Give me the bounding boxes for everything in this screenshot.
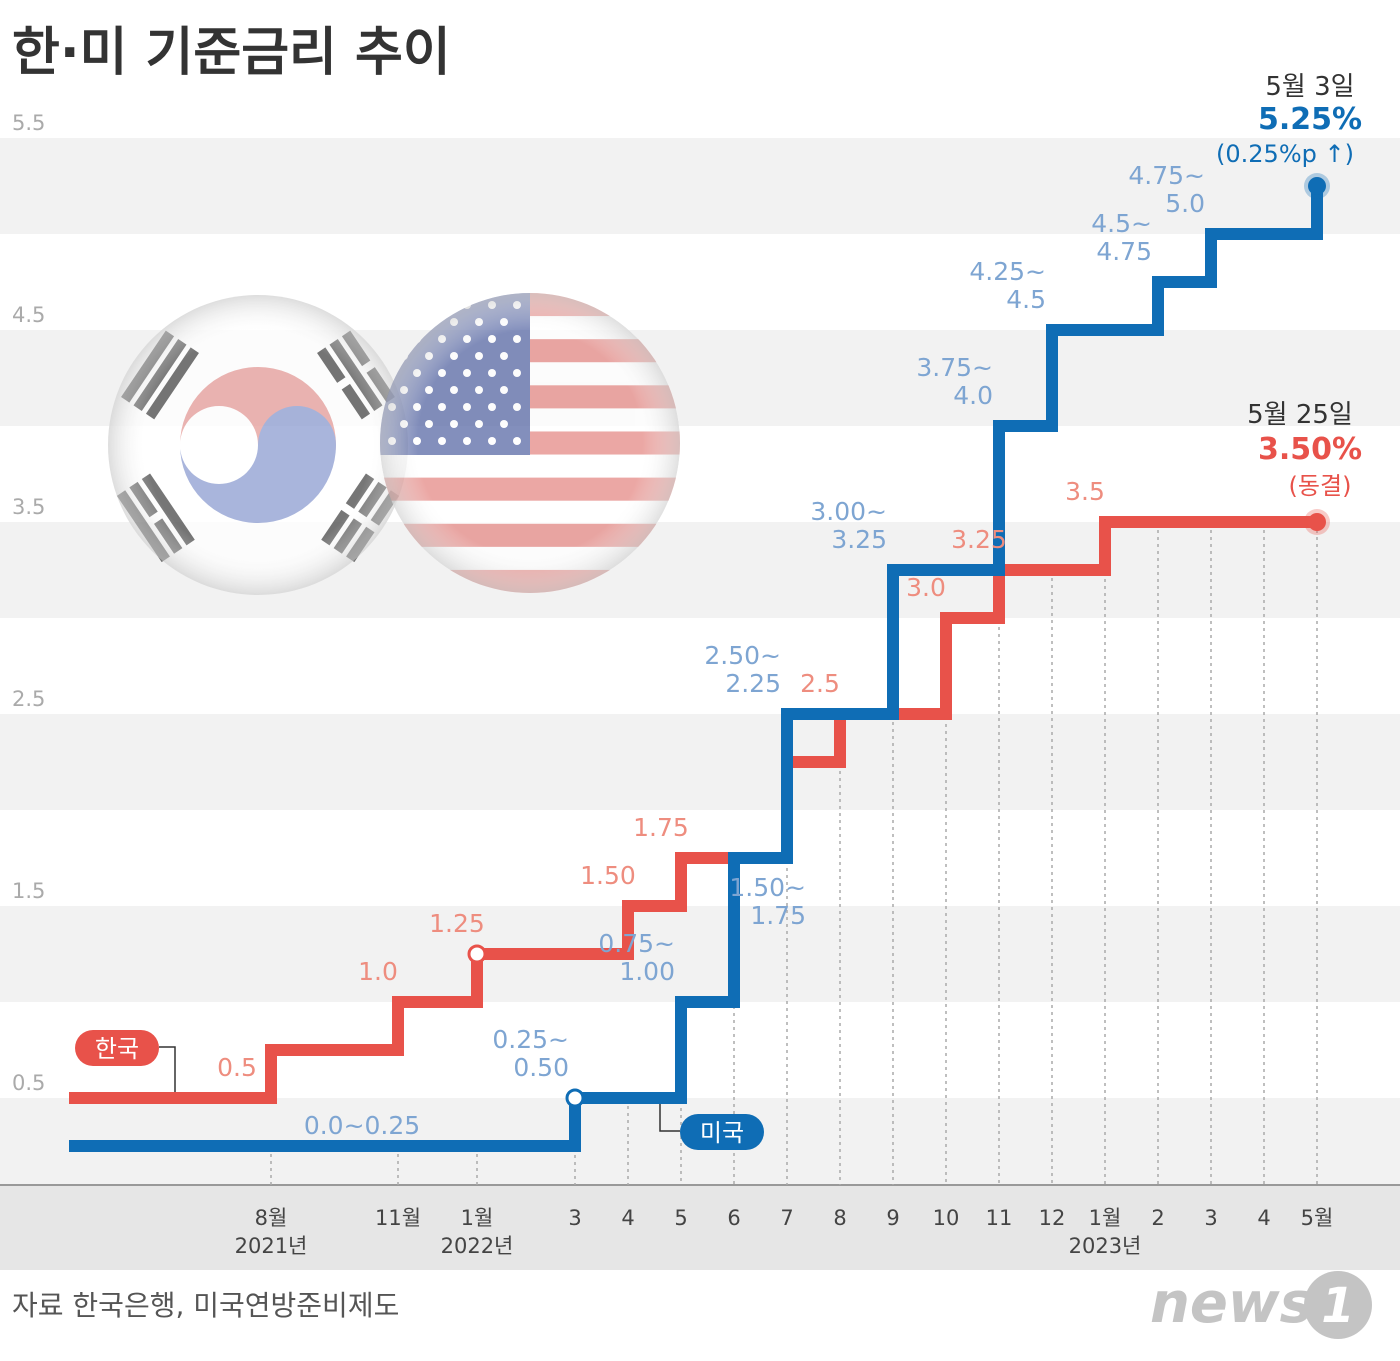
step-segment [622, 900, 687, 960]
value-label: 1.0 [358, 957, 398, 986]
value-label: 0.75~ 1.00 [598, 929, 675, 986]
x-tick-label: 8월 2021년 [235, 1206, 308, 1258]
value-label: 3.00~ 3.25 [810, 497, 887, 554]
step-segment [265, 1044, 404, 1104]
value-label: 4.25~ 4.5 [969, 257, 1046, 314]
x-tick-label: 4 [1257, 1206, 1270, 1230]
step-segment [1152, 276, 1217, 336]
legend-label: 미국 [700, 1119, 744, 1147]
grid-band [0, 138, 1400, 234]
step-segment [887, 564, 952, 720]
value-label: 3.5 [1065, 477, 1105, 506]
step-segment [1205, 228, 1270, 288]
grid-band [0, 906, 1400, 1002]
value-label: 5.25% [1258, 102, 1362, 137]
value-label: 0.25~ 0.50 [492, 1025, 569, 1082]
step-segment [1099, 516, 1164, 576]
value-label: 0.0~0.25 [304, 1111, 420, 1140]
annotation: 5월 3일 [1265, 72, 1354, 102]
annotation: (동결) [1289, 472, 1352, 500]
x-tick-label: 5 [674, 1206, 687, 1230]
legend-pill [680, 1114, 764, 1150]
value-label: 0.5 [217, 1053, 257, 1082]
value-label: 3.0 [906, 573, 946, 602]
value-label: 3.25 [951, 525, 1007, 554]
korea-flag [108, 295, 408, 595]
y-tick-label: 3.5 [12, 495, 45, 519]
step-segment [392, 996, 483, 1056]
x-tick-label: 12 [1039, 1206, 1066, 1230]
point-marker [565, 1088, 585, 1108]
x-tick-label: 9 [886, 1206, 899, 1230]
logo-text: news [1150, 1271, 1313, 1336]
x-tick-label: 5월 [1301, 1206, 1334, 1230]
logo-circle [1304, 1271, 1372, 1339]
x-tick-label: 1월 2022년 [441, 1206, 514, 1258]
value-label: 1.25 [429, 909, 485, 938]
y-tick-label: 5.5 [12, 111, 45, 135]
x-tick-label: 2 [1151, 1206, 1164, 1230]
step-segment [675, 996, 740, 1104]
legend-label: 한국 [95, 1035, 139, 1063]
y-tick-label: 4.5 [12, 303, 45, 327]
plot: 8월 2021년 11월 1월 2022년 3 4 5 6 7 8 9 10 11 12 1월 2023년 2 3 4… [69, 72, 1362, 1258]
value-label: 3.75~ 4.0 [916, 353, 993, 410]
step-segment [675, 852, 740, 912]
value-label: 1.50 [580, 861, 636, 890]
x-tick-label: 3 [568, 1206, 581, 1230]
value-label: 4.5~ 4.75 [1091, 209, 1152, 266]
value-label: 1.75 [633, 813, 689, 842]
value-label: 4.75~ 5.0 [1128, 161, 1205, 218]
legend-connector [159, 1046, 176, 1092]
us-flag [380, 293, 680, 593]
chart-title: 한·미 기준금리 추이 [12, 23, 451, 83]
source: 자료 한국은행, 미국연방준비제도 [12, 1289, 399, 1322]
x-tick-label: 10 [933, 1206, 960, 1230]
annotation: (0.25%p ↑) [1216, 140, 1354, 168]
step-segment [1046, 324, 1111, 432]
x-tick-label: 4 [621, 1206, 634, 1230]
value-label: 2.5 [800, 669, 840, 698]
value-label: 2.50~ 2.25 [704, 641, 781, 698]
value-label: 1.50~ 1.75 [729, 873, 806, 930]
legend-connector [659, 1104, 680, 1132]
value-label: 3.50% [1258, 432, 1362, 467]
flag-shade [380, 293, 680, 593]
y-tick-label: 2.5 [12, 687, 45, 711]
x-tick-label: 11 [986, 1206, 1013, 1230]
step-segment [728, 852, 793, 1008]
step-segment [781, 708, 846, 864]
y-tick-label: 1.5 [12, 879, 45, 903]
logo-mark: 1 [1321, 1278, 1354, 1334]
step-segment [940, 612, 1005, 720]
legend-pill [75, 1030, 159, 1066]
x-tick-label: 3 [1204, 1206, 1217, 1230]
grid-band [0, 714, 1400, 810]
annotation: 5월 25일 [1247, 400, 1353, 430]
x-tick-label: 8 [833, 1206, 846, 1230]
end-point [1308, 177, 1326, 195]
x-tick-label: 6 [727, 1206, 740, 1230]
flag-shade [108, 295, 408, 595]
x-tick-label: 1월 2023년 [1069, 1206, 1142, 1258]
y-tick-label: 0.5 [12, 1071, 45, 1095]
axis-band [0, 1185, 1400, 1270]
point-marker [467, 944, 487, 964]
step-segment [993, 420, 1058, 576]
end-point [1308, 513, 1326, 531]
x-tick-label: 11월 [375, 1206, 421, 1230]
x-tick-label: 7 [780, 1206, 793, 1230]
